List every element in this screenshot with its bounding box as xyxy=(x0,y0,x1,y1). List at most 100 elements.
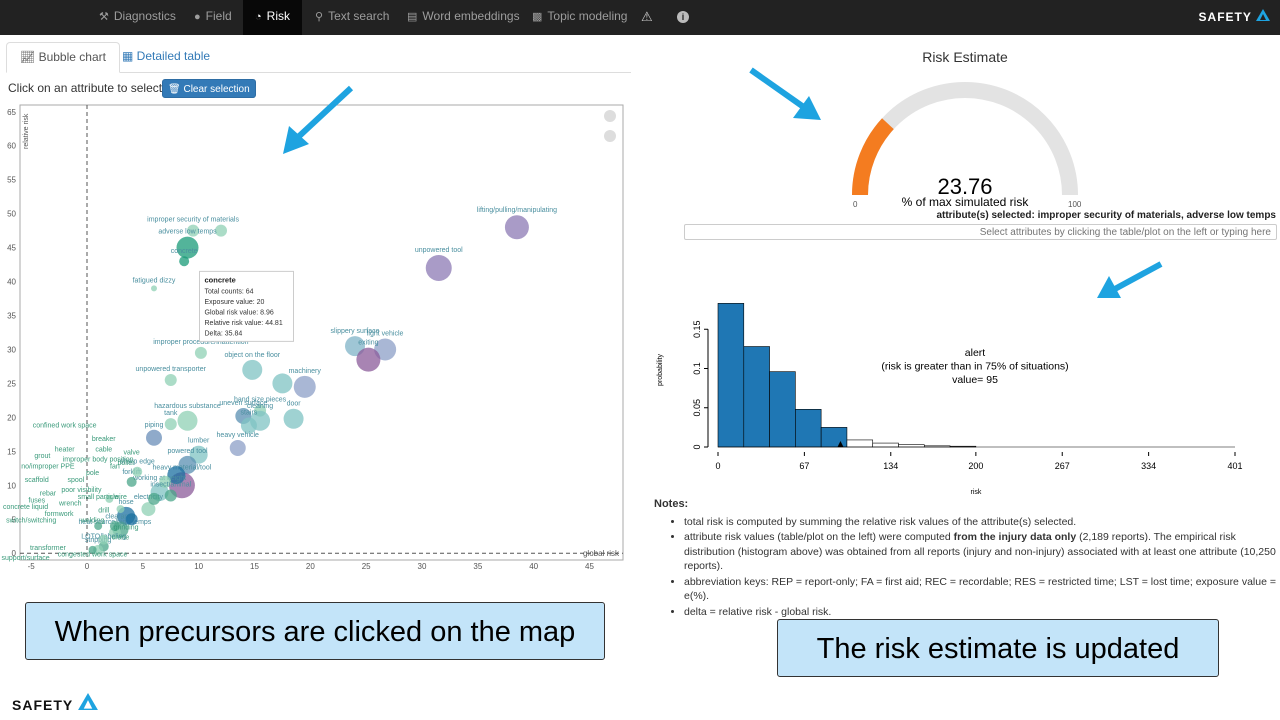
bubble xyxy=(146,429,162,446)
bubble xyxy=(283,408,304,429)
bubble-label: heavy vehicle xyxy=(217,432,260,439)
nav-field[interactable]: ● Field xyxy=(194,0,232,35)
risk-estimate-title: Risk Estimate xyxy=(922,49,1008,65)
nav-word-embeddings[interactable]: ▤ Word embeddings xyxy=(407,0,520,35)
bubble-label: forklift xyxy=(122,469,141,476)
y-tick-label: 40 xyxy=(7,278,16,287)
bubble xyxy=(148,492,160,505)
x-tick-label: 134 xyxy=(883,461,898,471)
gauge-fill xyxy=(852,118,894,196)
y-tick-label: 0.05 xyxy=(692,399,702,417)
bubble-label: heavy material/tool xyxy=(153,464,212,471)
x-axis-label: global risk xyxy=(583,549,620,558)
footer-brand: SAFETY xyxy=(12,693,98,713)
bubble-label: drill xyxy=(98,507,109,514)
arrow-annotation-icon xyxy=(749,67,821,120)
info-icon xyxy=(604,130,616,142)
bar-chart-icon: ▩ xyxy=(532,11,543,23)
bubble-label: adverse low temps xyxy=(158,229,217,236)
bubble-label: door xyxy=(287,401,302,408)
nav-info[interactable]: i xyxy=(677,0,689,35)
bubble xyxy=(215,224,227,237)
x-tick-label: 5 xyxy=(141,562,146,570)
bubble xyxy=(272,373,293,394)
gauge-max: 100 xyxy=(1068,200,1082,209)
nav-text-search[interactable]: ⚲ Text search xyxy=(315,0,389,35)
x-tick-label: 30 xyxy=(418,562,427,570)
top-navbar: ⚒ Diagnostics ● Field ◔ Risk ⚲ Text search ▤… xyxy=(0,0,1280,35)
logo-triangle-icon xyxy=(77,693,98,710)
bubble-label: lumber xyxy=(188,438,210,445)
y-tick-label: 20 xyxy=(7,413,16,422)
bubble xyxy=(240,417,257,434)
arrow-annotation-icon xyxy=(1097,261,1163,298)
nav-topic-modeling[interactable]: ▩ Topic modeling xyxy=(532,0,627,35)
histogram-bar xyxy=(795,409,822,448)
bubble-label: insect/animal xyxy=(150,481,191,488)
bubble-label: exiting xyxy=(358,340,378,347)
info-icon: i xyxy=(677,11,689,23)
y-tick-label: 0.15 xyxy=(692,320,702,338)
bubble-label: fuses xyxy=(28,497,45,504)
bubble xyxy=(176,236,199,259)
bubble-label: machinery xyxy=(289,368,322,375)
x-axis-label: risk xyxy=(971,489,982,496)
bubble-label: switch/switching xyxy=(6,518,56,525)
bubble-label: sharp edge xyxy=(120,459,155,466)
bubble-label: working at height xyxy=(132,475,186,482)
bubble-label: uneven surface xyxy=(219,400,267,407)
histogram-annotation: (risk is greater than in 75% of situatio… xyxy=(881,361,1068,373)
bubble-label: concrete liquid xyxy=(3,504,48,511)
bubble xyxy=(242,359,263,380)
bubble xyxy=(293,375,316,398)
callout-left: When precursors are clicked on the map xyxy=(25,602,605,660)
y-tick-label: 0 xyxy=(12,549,17,558)
search-icon: ⚲ xyxy=(315,11,324,23)
risk-histogram: 0 67 134 200 267 334 401 0 0.05 0.1 0.15 probabilit… xyxy=(657,303,1243,496)
x-tick-label: -5 xyxy=(28,562,36,570)
bubble-label: valve xyxy=(123,450,139,457)
nav-warning[interactable]: ⚠ xyxy=(641,0,653,35)
bubble-label: fatigued dizzy xyxy=(133,277,176,284)
clear-selection-button[interactable]: 🗑︎ Clear selection xyxy=(162,79,256,98)
note-item: attribute risk values (table/plot on the… xyxy=(684,530,1276,574)
bubble-chart: 0 5 10 15 20 25 30 35 40 45 50 55 60 65 -5 0 5 10 15 20 25 30… xyxy=(1,104,624,570)
bubble xyxy=(177,410,198,431)
bubble-label: slippery surface xyxy=(330,328,379,335)
bubble xyxy=(194,346,207,359)
bubble xyxy=(126,476,137,487)
y-tick-label: 15 xyxy=(7,447,16,456)
tooltip-line: Relative risk value: 44.81 xyxy=(205,320,283,327)
y-tick-label: 0.1 xyxy=(692,362,702,375)
bubble-label: cleaning xyxy=(247,403,273,410)
gauge-unit: % of max simulated risk xyxy=(901,195,1029,209)
nav-diagnostics[interactable]: ⚒ Diagnostics xyxy=(99,0,176,35)
attribute-select-input[interactable] xyxy=(684,224,1277,240)
y-tick-label: 65 xyxy=(7,108,16,117)
bubble-label: unpowered tool xyxy=(415,247,463,254)
bubble-label: piping xyxy=(145,422,164,429)
bubble-label: wire xyxy=(113,494,127,501)
bubble-label: wrench xyxy=(58,501,82,508)
tooltip-line: Global risk value: 8.96 xyxy=(205,309,274,316)
brand-logo[interactable]: SAFETY xyxy=(1199,0,1280,35)
arrow-annotation-icon xyxy=(283,85,354,154)
y-axis-label: relative risk xyxy=(23,113,30,149)
bubble xyxy=(98,534,109,545)
bubble-label: tank xyxy=(164,410,178,417)
y-axis-label: probability xyxy=(657,354,664,386)
tooltip-box xyxy=(199,270,294,342)
bubble-label: hand size pieces xyxy=(234,397,287,404)
tab-detailed-table[interactable]: ▦ Detailed table xyxy=(122,49,211,63)
bubble xyxy=(345,336,365,357)
histogram-annotation: value= 95 xyxy=(952,374,998,386)
tab-bubble-chart[interactable]: 📈︎ Bubble chart xyxy=(6,42,120,73)
bubble xyxy=(109,521,120,532)
y-tick-label: 25 xyxy=(7,379,16,388)
wrench-icon: ⚒ xyxy=(99,11,109,23)
x-tick-label: 40 xyxy=(529,562,538,570)
bubble xyxy=(159,475,172,488)
x-tick-label: 334 xyxy=(1141,461,1156,471)
notes-section: Notes: total risk is computed by summing… xyxy=(654,497,1276,620)
nav-risk[interactable]: ◔ Risk xyxy=(243,0,302,35)
